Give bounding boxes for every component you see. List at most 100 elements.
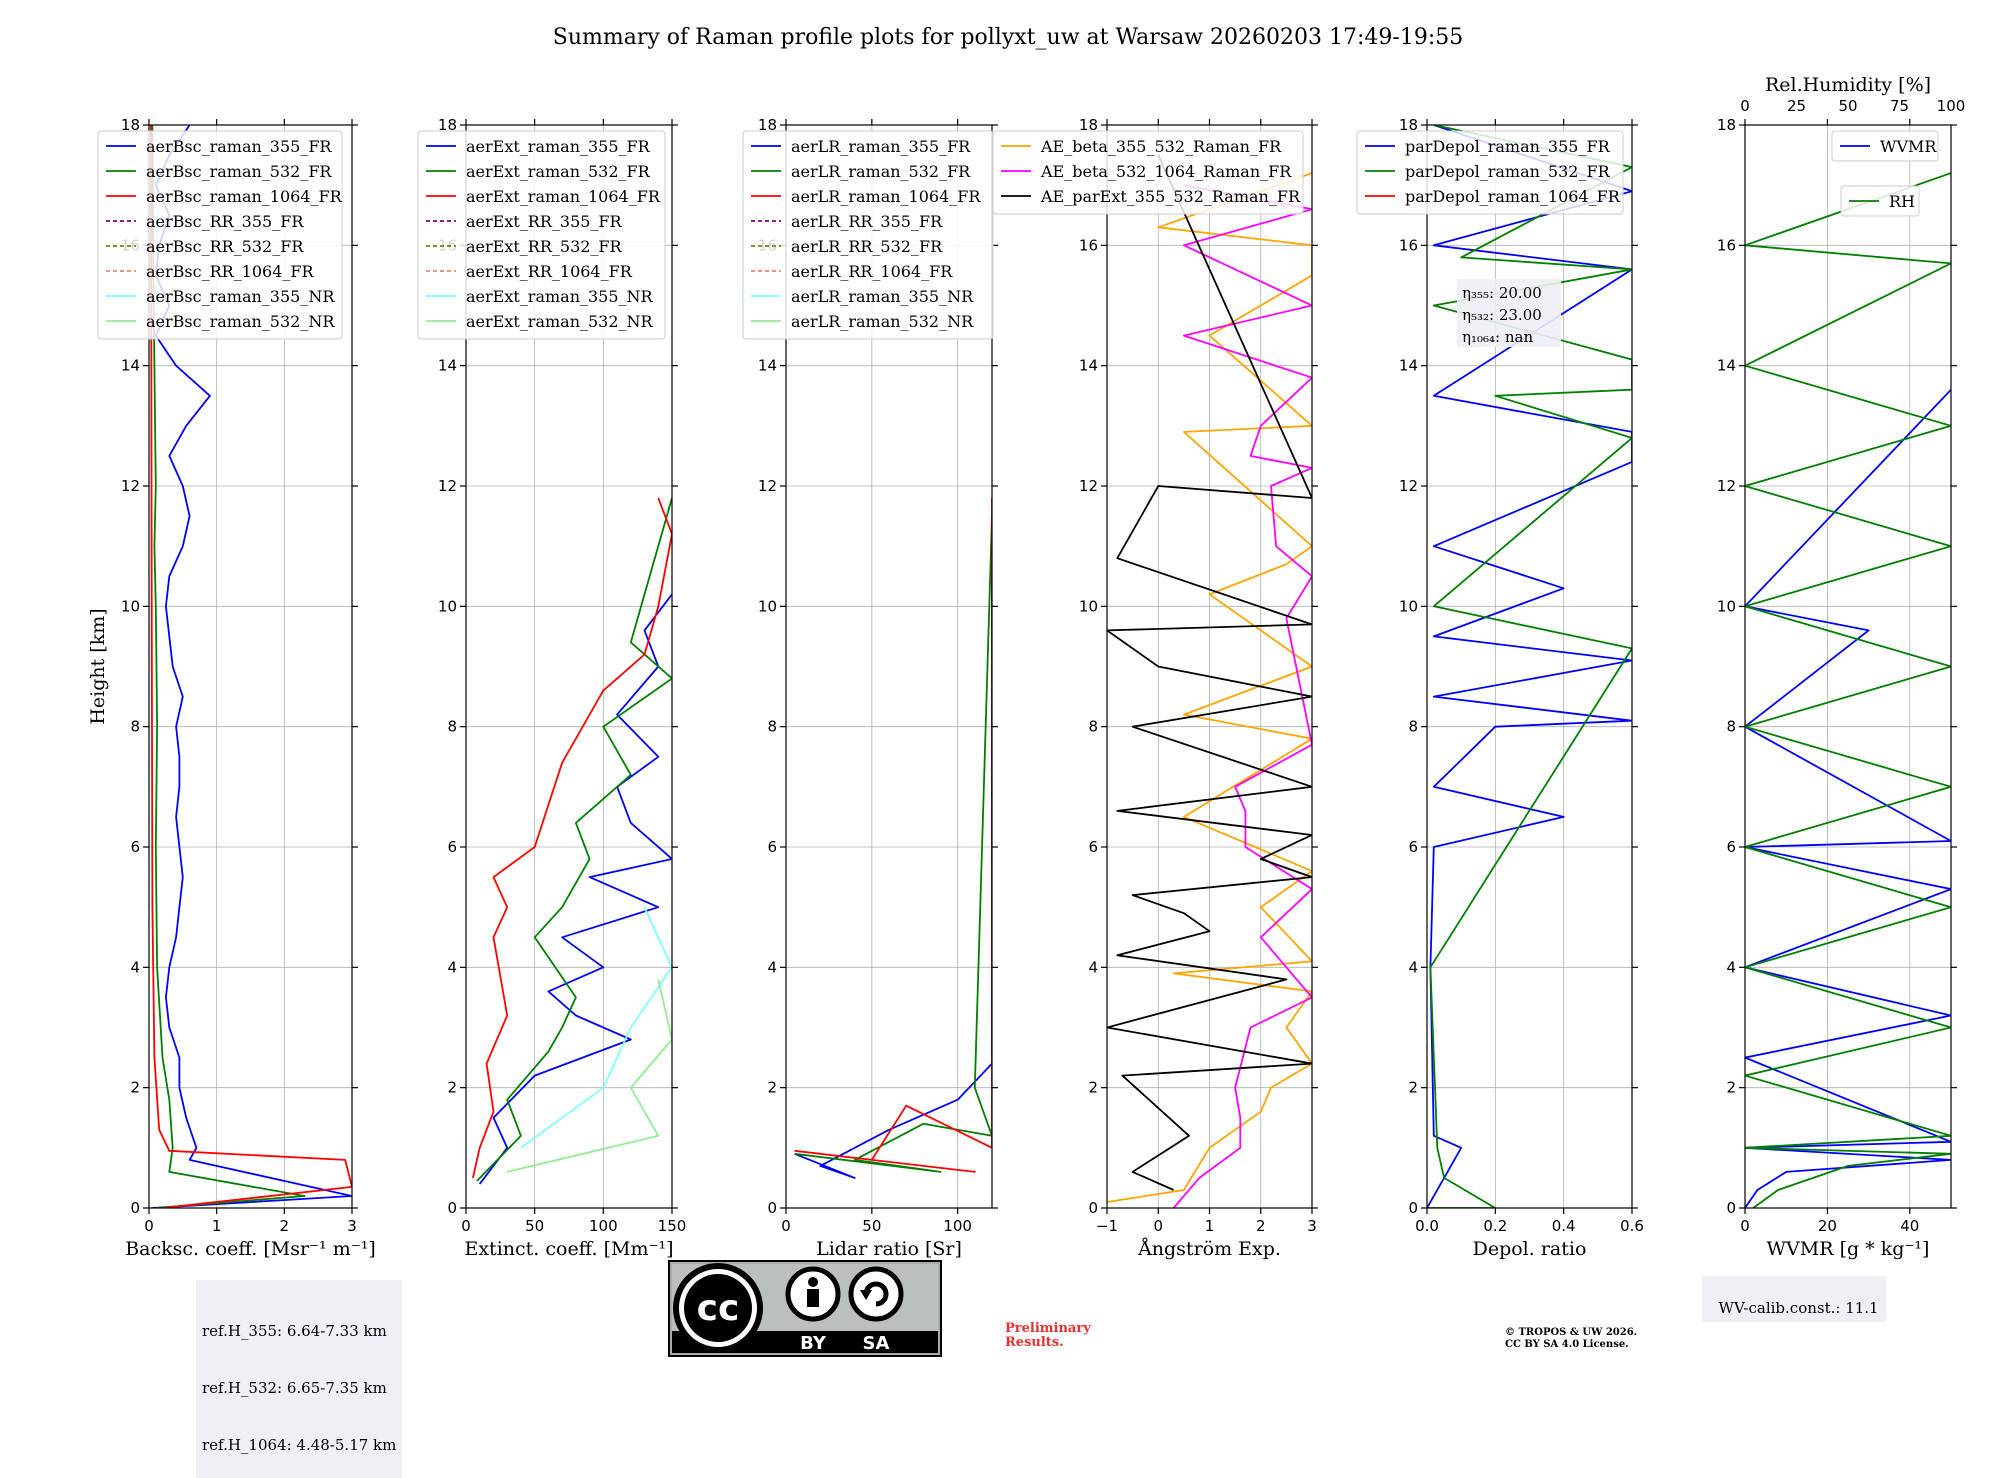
y-tick-label: 12: [758, 477, 777, 495]
legend-entry: AE_parExt_355_532_Raman_FR: [1040, 187, 1301, 206]
x-axis-label: Depol. ratio: [1473, 1238, 1587, 1260]
x-tick-label: 0: [1740, 1217, 1750, 1235]
legend-entry: aerLR_raman_355_FR: [791, 137, 971, 156]
legend-box: [97, 130, 343, 340]
legend-box: [992, 130, 1304, 215]
y-tick-label: 18: [1399, 116, 1418, 134]
x-axis-label: Lidar ratio [Sr]: [816, 1238, 962, 1260]
y-tick-label: 6: [767, 838, 777, 856]
x-tick-label: 50: [862, 1217, 881, 1235]
series-line-aerExt_raman_355_NR: [520, 906, 672, 1149]
y-tick-label: 10: [1717, 597, 1736, 615]
figure: Summary of Raman profile plots for polly…: [87, 25, 1965, 1260]
x-tick-label: 0: [781, 1217, 791, 1235]
x-tick-label: 2: [1256, 1217, 1266, 1235]
preliminary-note: Preliminary Results.: [1005, 1322, 1091, 1350]
y-tick-label: 4: [767, 958, 777, 976]
legend: WVMR RH: [1831, 130, 1939, 217]
y-tick-label: 2: [1726, 1079, 1736, 1097]
y-tick-label: 4: [1408, 958, 1418, 976]
cc-by-sa-license-icon: cc BY SA: [668, 1260, 942, 1357]
copyright-note: © TROPOS & UW 2026. CC BY SA 4.0 License…: [1505, 1327, 1637, 1351]
series-line-WVMR: [1745, 389, 1951, 1208]
series-line-aerBsc_raman_1064_FR: [150, 125, 352, 1208]
y-tick-label: 14: [121, 357, 140, 375]
x-tick-label: 0.0: [1415, 1217, 1439, 1235]
y-tick-label: 14: [1399, 357, 1418, 375]
series-line-parDepol_raman_532_FR: [1427, 125, 1632, 1208]
annotation-line: η₅₃₂: 23.00: [1462, 306, 1542, 324]
series-group: [1745, 172, 1951, 1208]
legend: parDepol_raman_355_FR parDepol_raman_532_…: [1356, 130, 1624, 215]
legend-entry: aerLR_raman_532_FR: [791, 162, 971, 181]
y-tick-label: 14: [1717, 357, 1736, 375]
y-tick-label: 12: [438, 477, 457, 495]
x-tick-label: 0.4: [1552, 1217, 1576, 1235]
legend-entry: aerLR_RR_355_FR: [791, 212, 943, 231]
x-tick-label: 3: [1307, 1217, 1317, 1235]
legend-entry: aerLR_raman_355_NR: [791, 287, 974, 306]
series-line-aerLR_raman_532_FR: [794, 516, 992, 1173]
legend: AE_beta_355_532_Raman_FR AE_beta_532_1064…: [992, 130, 1304, 215]
panel-ext: 050100150024681012141618Extinct. coeff. …: [417, 116, 687, 1260]
y-tick-label: 10: [121, 597, 140, 615]
legend: aerLR_raman_355_FR aerLR_raman_532_FR aerL…: [742, 130, 994, 340]
y-tick-label: 18: [758, 116, 777, 134]
legend-entry: aerBsc_RR_532_FR: [146, 237, 304, 256]
legend-box: [1831, 130, 1939, 162]
x-tick-label: 0: [144, 1217, 154, 1235]
y-tick-label: 14: [438, 357, 457, 375]
legend-entry: WVMR: [1880, 137, 1937, 156]
panel-wv: 0 20 40 0 2 4 6 8 10 12 14 16 18 WVMR [g * kg⁻¹] 0 25 50…: [1717, 74, 1965, 1260]
y-tick-label: 2: [447, 1079, 457, 1097]
panel-depol: 0.0 0.2 0.4 0.6 0 2 4 6 8 10 12 14 16 18 Depol. ratio p…: [1356, 116, 1644, 1260]
legend-box: [1356, 130, 1624, 215]
x-tick-label: 0.6: [1620, 1217, 1644, 1235]
series-group: [472, 497, 672, 1185]
legend-entry: aerLR_RR_532_FR: [791, 237, 943, 256]
legend-entry: aerBsc_raman_1064_FR: [146, 187, 343, 206]
sa-mark: SA: [863, 1333, 890, 1354]
y-tick-label: 16: [1717, 236, 1736, 254]
legend-entry: aerBsc_RR_1064_FR: [146, 262, 315, 281]
panel-bsc: 0123024681012141618Backsc. coeff. [Msr⁻¹…: [87, 116, 376, 1260]
legend-entry: aerExt_RR_1064_FR: [466, 262, 633, 281]
x-axis-label: Ångström Exp.: [1137, 1238, 1281, 1260]
series-line-aerExt_raman_532_FR: [476, 497, 672, 1182]
y-tick-label: 4: [1726, 958, 1736, 976]
y-tick-label: 6: [1408, 838, 1418, 856]
wv-calibration-text: WV-calib.const.: 11.1: [1718, 1299, 1879, 1317]
y-tick-label: 14: [1079, 357, 1098, 375]
legend-entry: aerBsc_raman_532_FR: [146, 162, 332, 181]
preliminary-line2: Results.: [1005, 1335, 1064, 1350]
legend: aerBsc_raman_355_FR aerBsc_raman_532_FRae…: [97, 130, 343, 340]
x-tick-label: 1: [1205, 1217, 1215, 1235]
y-tick-label: 18: [1717, 116, 1736, 134]
y-tick-label: 4: [1088, 958, 1098, 976]
axes-frame: [148, 124, 353, 1209]
y-tick-label: 6: [447, 838, 457, 856]
annotation-box: [1457, 279, 1561, 347]
series-group: [794, 498, 992, 1179]
y-tick-label: 2: [1088, 1079, 1098, 1097]
legend-entry: AE_beta_355_532_Raman_FR: [1040, 137, 1282, 156]
x-tick-label: 100: [589, 1217, 618, 1235]
legend-entry: aerExt_raman_355_NR: [466, 287, 654, 306]
series-line-RH: [1745, 172, 1951, 1208]
axes-frame: [785, 124, 993, 1209]
y-tick-label: 8: [447, 718, 457, 736]
y-tick-label: 10: [1079, 597, 1098, 615]
y-tick-label: 0: [1088, 1199, 1098, 1217]
legend-entry: aerBsc_raman_355_NR: [146, 287, 335, 306]
copyright-line1: © TROPOS & UW 2026.: [1505, 1327, 1638, 1338]
legend-entry: parDepol_raman_355_FR: [1405, 137, 1611, 156]
figure-title: Summary of Raman profile plots for polly…: [553, 25, 1463, 50]
x-tick-label: 100: [943, 1217, 972, 1235]
legend-entry: AE_beta_532_1064_Raman_FR: [1040, 162, 1292, 181]
y-tick-label: 12: [121, 477, 140, 495]
y-tick-label: 12: [1717, 477, 1736, 495]
y-tick-label: 18: [438, 116, 457, 134]
x-tick-label: 150: [658, 1217, 687, 1235]
x-axis-label: Extinct. coeff. [Mm⁻¹]: [464, 1238, 673, 1260]
